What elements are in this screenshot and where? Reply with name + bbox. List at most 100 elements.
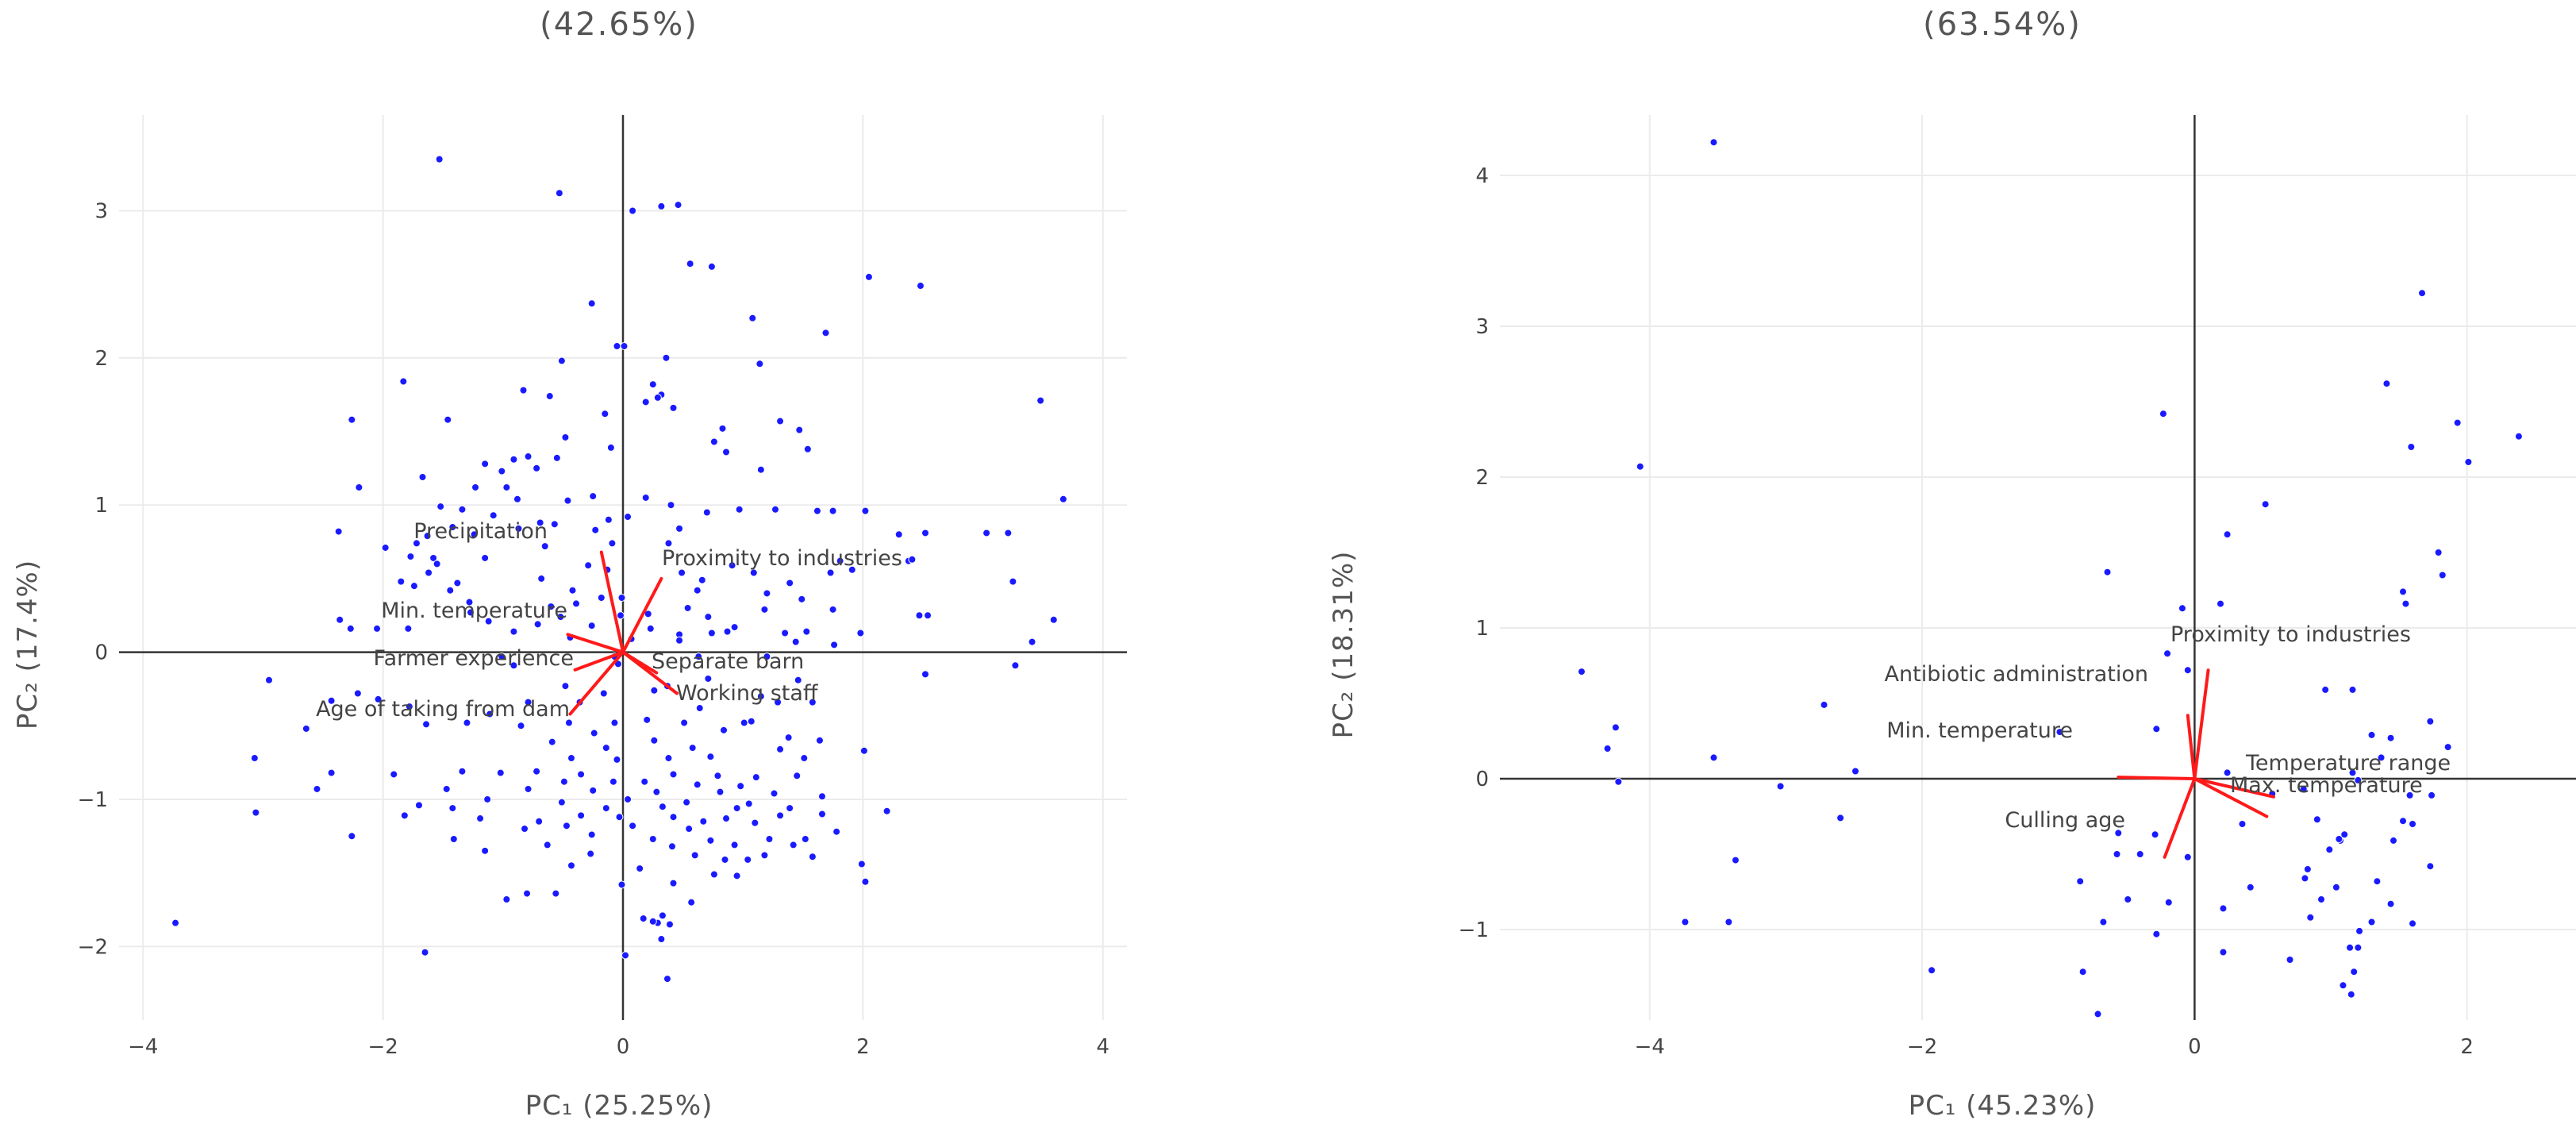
left-score-point bbox=[264, 676, 273, 684]
left-score-point bbox=[921, 670, 929, 679]
left-score-point bbox=[667, 501, 675, 510]
left-score-point bbox=[584, 561, 593, 570]
left-score-point bbox=[755, 360, 764, 368]
right-score-point bbox=[2325, 845, 2334, 854]
left-score-point bbox=[730, 841, 739, 849]
left-y-tick-label: 0 bbox=[94, 641, 108, 665]
left-score-point bbox=[514, 524, 523, 533]
right-score-point bbox=[2514, 432, 2523, 441]
right-x-tick-label: 0 bbox=[2188, 1035, 2201, 1059]
left-x-tick-label: −2 bbox=[367, 1035, 398, 1059]
left-score-point bbox=[793, 772, 802, 780]
right-score-point bbox=[2076, 877, 2085, 886]
left-score-point bbox=[616, 611, 625, 620]
left-score-point bbox=[817, 810, 826, 818]
left-score-point bbox=[435, 155, 444, 164]
left-score-point bbox=[1059, 495, 1067, 503]
right-loading-label: Min. temperature bbox=[1886, 718, 2073, 743]
left-score-point bbox=[513, 495, 521, 503]
left-score-point bbox=[564, 718, 573, 727]
right-score-point bbox=[2409, 919, 2417, 928]
left-score-point bbox=[861, 877, 870, 886]
left-score-point bbox=[524, 784, 533, 793]
right-tick-labels: −4 −2 0 2 −1 0 1 2 3 4 bbox=[1459, 164, 2474, 1059]
right-score-point bbox=[2399, 817, 2408, 826]
right-score-point bbox=[2386, 899, 2395, 908]
left-score-point bbox=[683, 603, 692, 612]
left-score-point bbox=[334, 527, 343, 536]
left-score-point bbox=[617, 880, 626, 889]
left-score-point bbox=[829, 605, 837, 614]
left-score-point bbox=[327, 696, 336, 705]
right-score-point bbox=[2401, 599, 2410, 608]
left-score-point bbox=[509, 661, 518, 670]
left-score-point bbox=[882, 807, 891, 815]
left-score-point bbox=[561, 433, 570, 441]
left-score-point bbox=[641, 493, 650, 502]
left-score-point bbox=[756, 692, 765, 701]
left-score-point bbox=[674, 201, 682, 210]
left-score-point bbox=[483, 795, 492, 803]
left-score-point bbox=[808, 698, 817, 706]
left-score-point bbox=[590, 729, 598, 737]
left-score-point bbox=[548, 737, 556, 746]
left-score-point bbox=[699, 817, 708, 826]
right-score-point bbox=[2464, 458, 2473, 466]
left-score-point bbox=[414, 801, 423, 810]
left-score-point bbox=[669, 879, 678, 887]
right-score-point bbox=[2354, 776, 2363, 784]
left-score-point bbox=[449, 835, 458, 843]
right-loading-label: Culling age bbox=[2005, 808, 2125, 833]
right-score-point bbox=[2163, 649, 2172, 658]
left-score-point bbox=[752, 773, 760, 782]
left-score-point bbox=[615, 813, 624, 822]
right-score-point bbox=[2317, 895, 2326, 903]
left-score-point bbox=[577, 770, 586, 779]
left-x-tick-label: 2 bbox=[856, 1035, 870, 1059]
left-score-point bbox=[857, 860, 866, 868]
right-score-point bbox=[2335, 835, 2343, 843]
left-y-axis-title: PC₂ (17.4%) bbox=[12, 560, 44, 730]
left-score-point bbox=[675, 524, 684, 533]
right-score-point bbox=[1611, 723, 1620, 732]
right-score-point bbox=[2405, 791, 2414, 799]
left-score-point bbox=[735, 505, 744, 514]
right-biplot-panel: (63.54%) Proximity to industries Antibiot… bbox=[1328, 6, 2576, 1122]
left-score-point bbox=[436, 502, 445, 511]
left-score-point bbox=[801, 835, 809, 843]
left-score-point bbox=[688, 744, 697, 753]
left-score-point bbox=[572, 599, 581, 608]
left-score-point bbox=[597, 594, 606, 602]
left-score-point bbox=[744, 799, 753, 808]
left-score-point bbox=[815, 736, 824, 745]
right-score-point bbox=[2399, 587, 2408, 596]
right-loading-vector bbox=[2193, 777, 2275, 799]
right-score-point bbox=[2434, 549, 2443, 556]
left-score-point bbox=[665, 920, 674, 929]
right-score-point bbox=[2443, 743, 2452, 752]
left-score-point bbox=[652, 787, 661, 796]
left-loading-vector bbox=[573, 650, 625, 672]
right-score-point bbox=[1709, 138, 1718, 147]
left-score-point bbox=[693, 780, 702, 789]
left-score-point bbox=[524, 452, 533, 461]
left-loading-vector bbox=[621, 650, 679, 695]
right-score-point bbox=[1603, 745, 1612, 753]
left-score-point bbox=[519, 386, 528, 395]
left-score-point bbox=[736, 782, 745, 791]
left-score-point bbox=[800, 754, 809, 763]
left-score-point bbox=[685, 825, 694, 833]
left-score-point bbox=[791, 637, 800, 646]
right-score-point bbox=[2238, 820, 2247, 828]
left-score-point bbox=[471, 483, 480, 491]
left-score-point bbox=[302, 724, 310, 733]
left-loading-label: Age of taking from dam bbox=[316, 697, 570, 722]
left-score-point bbox=[817, 792, 826, 801]
left-score-point bbox=[617, 594, 626, 602]
left-score-point bbox=[606, 443, 615, 452]
left-score-point bbox=[409, 582, 418, 591]
right-score-point bbox=[1928, 966, 1936, 975]
left-score-point bbox=[848, 565, 856, 574]
left-score-point bbox=[795, 425, 804, 434]
left-score-point bbox=[864, 272, 873, 281]
